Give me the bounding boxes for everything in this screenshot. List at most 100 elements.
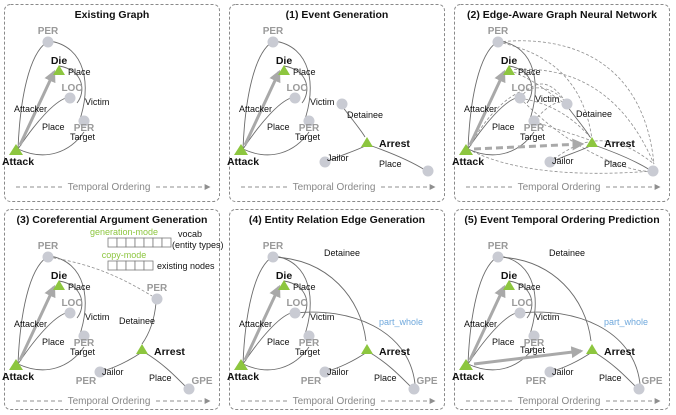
vocab-label: vocab (178, 229, 202, 239)
place-edge-label: Place (374, 373, 397, 383)
jailor-edge-label: Jailor (552, 367, 574, 377)
per-node-label: PER (488, 241, 509, 252)
existing-nodes-label: existing nodes (157, 261, 215, 271)
place-edge-label: Place (604, 159, 627, 169)
existing-node-cells (107, 260, 154, 271)
victim-edge-label: Victim (310, 312, 334, 322)
jailor-edge-label: Jailor (102, 367, 124, 377)
die-trigger-label: Die (276, 55, 293, 67)
per-node-label: PER (299, 123, 320, 134)
arrest-trigger-label: Arrest (379, 138, 410, 150)
entity-types-label: (entity types) (172, 240, 224, 250)
loc-node-label: LOC (511, 298, 532, 309)
gpe-node-label: GPE (191, 376, 212, 387)
arrest-trigger-label: Arrest (604, 346, 635, 358)
victim-edge-label: Victim (85, 97, 109, 107)
place-edge-label: Place (267, 122, 290, 132)
part-whole-relation-label: part_whole (379, 317, 423, 327)
per-node-label: PER (38, 26, 59, 37)
per-node-label: PER (526, 376, 547, 387)
detainee-edge-label: Detainee (324, 248, 360, 258)
attack-trigger-label: Attack (2, 156, 34, 168)
per-node-label: PER (38, 241, 59, 252)
attacker-edge-label: Attacker (14, 319, 47, 329)
per-node-label: PER (147, 283, 168, 294)
gpe-node-label: GPE (416, 376, 437, 387)
attack-trigger-label: Attack (227, 156, 259, 168)
attacker-edge-label: Attacker (14, 104, 47, 114)
per-node-label: PER (301, 376, 322, 387)
panel-title: (2) Edge-Aware Graph Neural Network (467, 9, 657, 21)
place-edge-label: Place (492, 122, 515, 132)
loc-node-label: LOC (61, 83, 82, 94)
gpe-node-label: GPE (641, 376, 662, 387)
panel-edge-aware-gnn: (2) Edge-Aware Graph Neural Network PER … (452, 4, 670, 202)
per-node-label: PER (263, 26, 284, 37)
die-trigger-label: Die (51, 55, 68, 67)
attack-trigger-label: Attack (227, 371, 259, 383)
copy-mode-label: copy-mode (102, 250, 147, 260)
detainee-edge-label: Detainee (549, 248, 585, 258)
generation-mode-label: generation-mode (90, 227, 158, 237)
place-edge-label: Place (518, 282, 541, 292)
target-edge-label: Target (520, 132, 546, 142)
per-node-label: PER (524, 123, 545, 134)
panel-coreferential-argument-generation: (3) Coreferential Argument Generation ge… (2, 209, 224, 410)
panel-title: (5) Event Temporal Ordering Prediction (464, 214, 659, 226)
attacker-edge-label: Attacker (464, 319, 497, 329)
die-trigger-label: Die (51, 270, 68, 282)
per-node-label: PER (74, 123, 95, 134)
attack-trigger-label: Attack (2, 371, 34, 383)
victim-edge-label: Victim (535, 312, 559, 322)
place-edge-label: Place (599, 373, 622, 383)
per-node-label: PER (76, 376, 97, 387)
place-edge-label: Place (293, 67, 316, 77)
victim-edge-label: Victim (535, 94, 559, 104)
place-edge-label: Place (149, 373, 172, 383)
victim-edge-label: Victim (310, 97, 334, 107)
per-node-label: PER (488, 26, 509, 37)
place-edge-label: Place (42, 122, 65, 132)
temporal-ordering-label: Temporal Ordering (293, 182, 376, 193)
panel-title: (1) Event Generation (286, 9, 389, 21)
per-node-label: PER (263, 241, 284, 252)
panel-title: (3) Coreferential Argument Generation (17, 214, 208, 226)
vocab-cells (107, 237, 172, 248)
jailor-edge-label: Jailor (327, 153, 349, 163)
detainee-edge-label: Detainee (576, 109, 612, 119)
victim-edge-label: Victim (85, 312, 109, 322)
target-edge-label: Target (520, 345, 546, 355)
place-edge-label: Place (379, 159, 402, 169)
arrest-trigger-label: Arrest (379, 346, 410, 358)
per-node-label: PER (74, 338, 95, 349)
attack-trigger-label: Attack (452, 371, 484, 383)
loc-node-label: LOC (286, 298, 307, 309)
target-edge-label: Target (295, 347, 321, 357)
attacker-edge-label: Attacker (464, 104, 497, 114)
panel-event-temporal-ordering-prediction: (5) Event Temporal Ordering Prediction P… (452, 209, 670, 410)
panel-title: (4) Entity Relation Edge Generation (249, 214, 425, 226)
temporal-ordering-label: Temporal Ordering (293, 396, 376, 407)
panel-existing-graph: Existing Graph PER Die LOC PER Attack At… (2, 4, 220, 202)
target-edge-label: Target (295, 132, 321, 142)
jailor-edge-label: Jailor (552, 156, 574, 166)
temporal-ordering-label: Temporal Ordering (68, 396, 151, 407)
jailor-edge-label: Jailor (327, 367, 349, 377)
place-edge-label: Place (68, 282, 91, 292)
place-edge-label: Place (68, 67, 91, 77)
temporal-ordering-label: Temporal Ordering (68, 182, 151, 193)
temporal-ordering-label: Temporal Ordering (518, 182, 601, 193)
attacker-edge-label: Attacker (239, 319, 272, 329)
detainee-edge-label: Detainee (347, 110, 383, 120)
temporal-ordering-label: Temporal Ordering (518, 396, 601, 407)
place-edge-label: Place (492, 337, 515, 347)
panel-title: Existing Graph (75, 9, 150, 21)
target-edge-label: Target (70, 132, 96, 142)
per-node-label: PER (524, 338, 545, 349)
place-edge-label: Place (293, 282, 316, 292)
arrest-trigger-label: Arrest (604, 138, 635, 150)
loc-node-label: LOC (61, 298, 82, 309)
loc-node-label: LOC (286, 83, 307, 94)
panel-event-generation: (1) Event Generation PER Die LOC PER Att… (227, 4, 445, 202)
attack-trigger-label: Attack (452, 156, 484, 168)
